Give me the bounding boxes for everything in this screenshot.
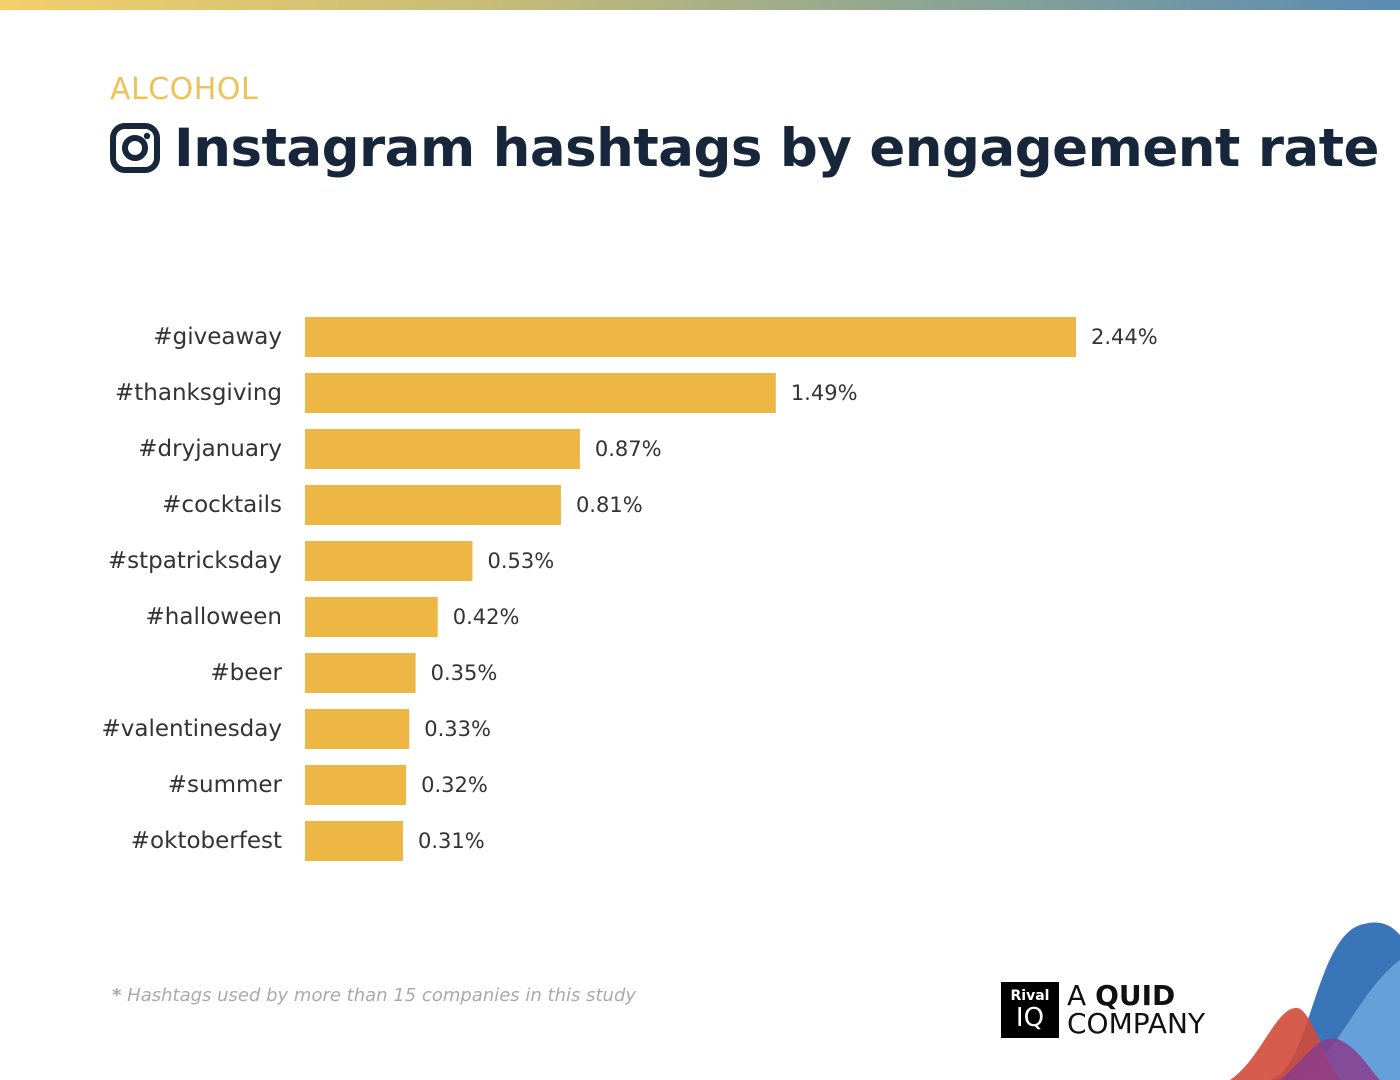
value-label-7: 0.33% [424, 717, 491, 741]
logo-line1-prefix: A [1067, 979, 1087, 1012]
category-label-3: #cocktails [162, 492, 282, 518]
instagram-icon [110, 123, 160, 173]
bar-9 [305, 821, 403, 861]
category-label-9: #oktoberfest [131, 828, 282, 854]
value-label-3: 0.81% [576, 493, 643, 517]
bar-4 [305, 541, 473, 581]
logo-box: Rival IQ [1001, 982, 1059, 1038]
logo-line1-bold: QUID [1095, 979, 1176, 1012]
value-label-8: 0.32% [421, 773, 488, 797]
category-label-7: #valentinesday [101, 716, 282, 742]
value-label-4: 0.53% [487, 549, 554, 573]
corner-wave-decoration [1230, 922, 1400, 1080]
title-row: Instagram hashtags by engagement rate [110, 112, 1380, 184]
footnote: * Hashtags used by more than 15 companie… [112, 985, 636, 1006]
footnote-marker: * [112, 985, 122, 1006]
bar-3 [305, 485, 561, 525]
logo-box-bottom: IQ [1015, 1003, 1045, 1033]
category-label-5: #halloween [146, 604, 282, 630]
value-label-0: 2.44% [1091, 325, 1158, 349]
bar-7 [305, 709, 410, 749]
category-label-6: #beer [210, 660, 282, 686]
bar-6 [305, 653, 416, 693]
bar-1 [305, 373, 776, 413]
bar-5 [305, 597, 438, 637]
bar-2 [305, 429, 580, 469]
logo-text: A QUID COMPANY [1067, 982, 1205, 1038]
value-label-5: 0.42% [453, 605, 520, 629]
category-label-4: #stpatricksday [108, 548, 282, 574]
value-label-1: 1.49% [791, 381, 858, 405]
category-label-1: #thanksgiving [115, 380, 282, 406]
value-label-9: 0.31% [418, 829, 485, 853]
category-label-8: #summer [168, 772, 283, 798]
category-label: ALCOHOL [110, 72, 259, 107]
logo-line2: COMPANY [1067, 1007, 1206, 1040]
bar-chart: #giveaway 2.44% #thanksgiving 1.49% #dryjanu… [101, 317, 1158, 861]
top-gradient-bar [0, 0, 1400, 10]
category-label-0: #giveaway [153, 324, 282, 350]
footnote-text: Hashtags used by more than 15 companies … [127, 985, 637, 1006]
bar-0 [305, 317, 1076, 357]
category-label-2: #dryjanuary [138, 436, 282, 462]
value-label-2: 0.87% [595, 437, 662, 461]
value-label-6: 0.35% [431, 661, 498, 685]
rival-iq-logo: Rival IQ A QUID COMPANY [1001, 982, 1205, 1038]
logo-box-top: Rival [1010, 988, 1050, 1004]
page-title: Instagram hashtags by engagement rate [174, 117, 1380, 179]
bar-8 [305, 765, 407, 805]
